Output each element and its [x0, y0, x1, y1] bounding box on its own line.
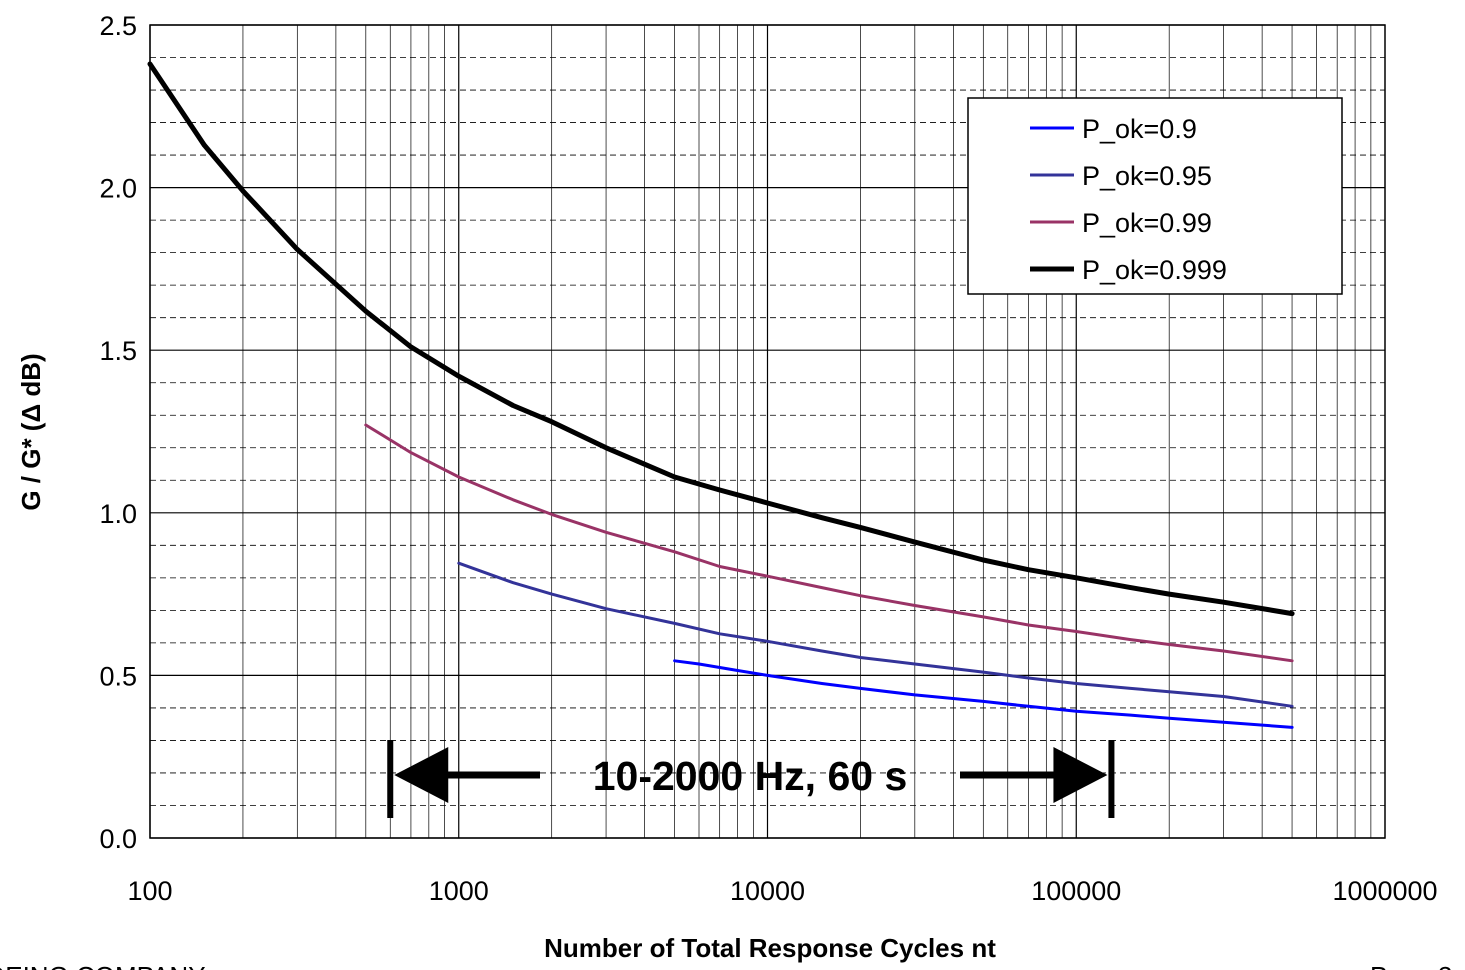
x-tick-label: 10000	[730, 876, 805, 906]
right-arrow-head	[1053, 747, 1108, 803]
x-tick-label: 1000000	[1332, 876, 1437, 906]
footer-right: Page 3	[1370, 961, 1452, 970]
range-annotation-label: 10-2000 Hz, 60 s	[593, 753, 908, 799]
legend-label: P_ok=0.95	[1082, 161, 1212, 191]
tick-labels: 100 1000 10000 100000 1000000 0.0 0.5 1.0 1.5 2.0…	[99, 11, 1437, 906]
series-line	[457, 561, 1294, 708]
series-line	[147, 61, 1295, 617]
plot-frame	[149, 24, 1386, 839]
x-tick-label: 100	[127, 876, 172, 906]
range-annotation: 10-2000 Hz, 60 s	[387, 740, 1115, 818]
x-axis-title: Number of Total Response Cycles nt	[544, 933, 996, 963]
y-axis-title: G / G* (Δ dB)	[16, 353, 46, 510]
legend-label: P_ok=0.9	[1082, 114, 1197, 144]
series-line	[673, 659, 1294, 729]
grid	[149, 24, 1385, 839]
series-lines	[147, 61, 1295, 729]
y-tick-label: 0.5	[99, 661, 137, 691]
legend-label: P_ok=0.999	[1082, 255, 1227, 285]
y-tick-label: 1.5	[99, 336, 137, 366]
y-tick-label: 2.5	[99, 11, 137, 41]
legend-label: P_ok=0.99	[1082, 208, 1212, 238]
legend-box	[967, 97, 1343, 295]
x-tick-label: 1000	[429, 876, 489, 906]
series-line	[364, 423, 1294, 663]
y-tick-label: 1.0	[99, 499, 137, 529]
x-tick-label: 100000	[1031, 876, 1121, 906]
y-tick-label: 0.0	[99, 824, 137, 854]
footer-left: OEING COMPANY	[0, 961, 206, 970]
legend: P_ok=0.9 P_ok=0.95 P_ok=0.99 P_ok=0.999	[967, 97, 1343, 295]
y-tick-label: 2.0	[99, 174, 137, 204]
left-arrow-head	[394, 747, 449, 803]
